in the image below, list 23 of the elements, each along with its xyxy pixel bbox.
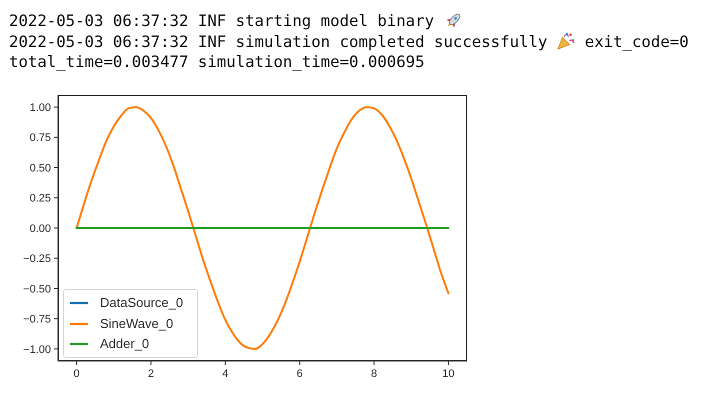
x-tick-label: 2 — [148, 368, 154, 380]
legend-label: SineWave_0 — [100, 316, 174, 331]
y-tick-label: −0.50 — [23, 283, 51, 296]
x-tick-label: 0 — [74, 368, 80, 380]
x-tick-label: 10 — [442, 368, 455, 380]
y-tick-label: −0.75 — [23, 314, 51, 326]
y-tick-label: −1.00 — [23, 344, 51, 356]
y-tick-label: 0.50 — [30, 162, 51, 174]
x-tick-label: 4 — [222, 368, 228, 380]
y-tick-label: 1.00 — [30, 102, 51, 114]
text: 2022-05-03 06:37:32 INF starting model binary — [9, 11, 434, 30]
legend-label: DataSource_0 — [100, 295, 184, 310]
y-tick-label: −0.25 — [23, 253, 51, 266]
text: exit_code=0 — [584, 32, 689, 50]
x-tick-label: 6 — [296, 368, 303, 380]
x-tick-label: 8 — [370, 368, 378, 380]
line-series — [76, 106, 450, 350]
text: total_time=0.003477 simulation_time=0.000695 — [9, 52, 425, 71]
text: 2022-05-03 06:37:32 INF simulation completed successfully — [9, 32, 548, 50]
y-tick-label: 0.00 — [30, 222, 51, 235]
y-tick-label: 0.25 — [30, 192, 51, 205]
y-tick-label: 0.75 — [30, 132, 51, 144]
legend-label: Adder_0 — [100, 336, 150, 351]
